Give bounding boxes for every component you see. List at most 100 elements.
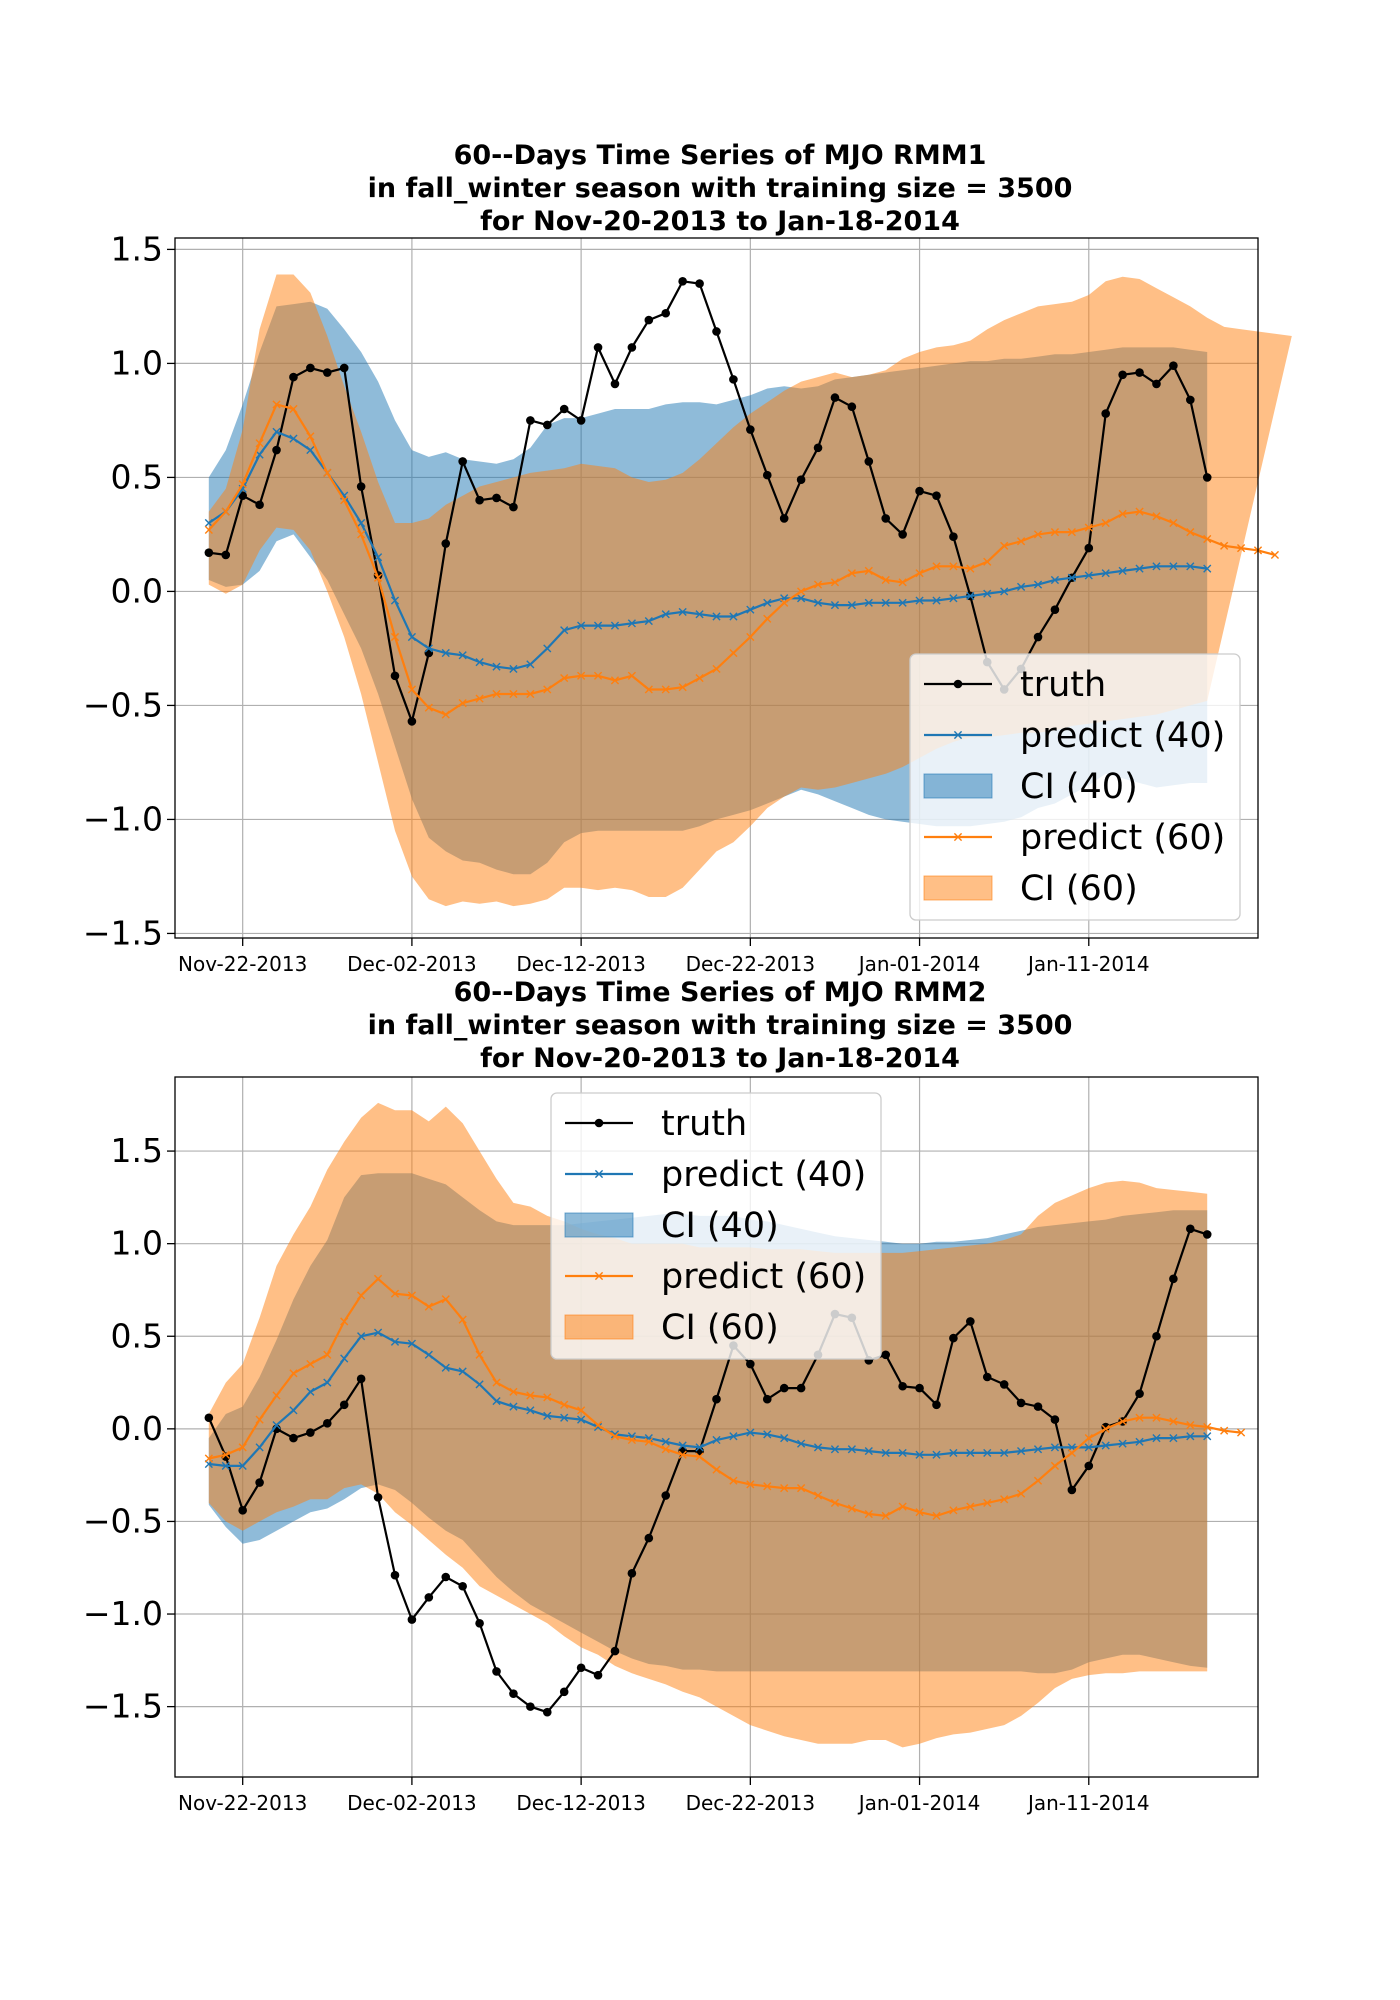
rmm2-predict40-line-point xyxy=(881,1448,890,1458)
rmm2-predict60-line-point xyxy=(526,1391,535,1400)
rmm1-truth-line-point xyxy=(441,539,451,548)
rmm2-predict60-line-point xyxy=(357,1291,366,1300)
rmm1-truth-line-point xyxy=(306,363,315,373)
rmm1-predict60-line-point xyxy=(1270,550,1280,560)
rmm2-predict40-line-point xyxy=(746,1428,755,1437)
rmm1-predict60-line-point xyxy=(424,703,433,712)
rmm2-predict40-line-point xyxy=(526,1406,535,1415)
rmm1-predict60-line-point xyxy=(729,648,738,658)
rmm1-predict40-line-point xyxy=(458,651,467,660)
rmm1-predict60-line-point xyxy=(289,404,298,414)
rmm2-truth-line-point xyxy=(610,1646,620,1656)
rmm1-predict40-line-point xyxy=(881,598,890,607)
rmm1-truth-line-point xyxy=(830,393,840,402)
rmm2-predict60-line-point xyxy=(644,1437,653,1446)
rmm1-predict60-line-point xyxy=(1084,523,1093,532)
rmm1-predict40-line-point xyxy=(424,644,433,653)
rmm1-y-tick-label: −0.5 xyxy=(83,685,163,724)
rmm2-truth-line-point xyxy=(1016,1398,1026,1408)
rmm2-predict60-line-point xyxy=(627,1435,636,1445)
rmm1-predict60-line-point xyxy=(475,694,484,703)
rmm2-predict60-line-point xyxy=(1118,1417,1127,1426)
rmm1-truth-line-point xyxy=(661,308,671,318)
rmm1-predict40-line-point xyxy=(390,596,400,605)
rmm2-axes-frame xyxy=(174,1076,1259,1778)
rmm2-truth-line-point xyxy=(796,1383,806,1393)
rmm2-legend-label: truth xyxy=(661,1104,747,1144)
rmm2-truth-line-point xyxy=(593,1670,603,1680)
rmm1-predict60-line-point xyxy=(678,683,687,692)
rmm2-x-tick-label: Nov-22-2013 xyxy=(178,1791,307,1815)
rmm2-predict60-line-point xyxy=(830,1498,840,1508)
rmm2-truth-line-point xyxy=(779,1383,789,1393)
rmm1-predict60-line-point xyxy=(695,673,704,683)
rmm1-truth-line-point xyxy=(1033,632,1043,642)
rmm2-predict40-line-point xyxy=(306,1387,315,1396)
rmm1-truth-line-point xyxy=(695,279,704,288)
rmm2-predict40-line-point xyxy=(915,1450,924,1459)
rmm1-truth-line-point xyxy=(576,416,586,425)
rmm1-predict60-line-point xyxy=(1118,509,1127,518)
rmm1-truth-line-point xyxy=(932,491,941,500)
rmm1-predict60-line-point xyxy=(763,614,772,623)
rmm1-predict40-line-point xyxy=(509,664,518,674)
rmm1-predict60-line-point xyxy=(373,573,383,582)
rmm2-title-line-2: in fall_winter season with training size… xyxy=(368,1010,1073,1041)
rmm2-predict40-line-point xyxy=(983,1448,992,1458)
rmm2-predict60-line-point xyxy=(560,1400,569,1409)
rmm1-truth-line-point xyxy=(492,493,501,503)
rmm1-truth-line-point xyxy=(1118,370,1127,380)
rmm1-truth-line-point xyxy=(407,717,417,726)
rmm1-predict40-line-point xyxy=(1016,582,1026,591)
rmm1-predict60-line-point xyxy=(238,480,247,489)
rmm1-predict40-line-point xyxy=(661,610,670,619)
rmm1-truth-line-point xyxy=(1084,543,1094,553)
rmm2-predict60-line-point xyxy=(813,1491,823,1500)
rmm1-predict40-line-point xyxy=(526,660,535,669)
rmm2-predict60-line-point xyxy=(492,1378,501,1387)
rmm1-predict60-line-point xyxy=(932,562,941,571)
rmm1-truth-line-point xyxy=(779,514,789,523)
rmm1-predict60-line-point xyxy=(813,580,823,589)
rmm2-y-tick-label: −1.0 xyxy=(83,1594,163,1633)
rmm2-truth-line-point xyxy=(339,1400,349,1410)
rmm1-legend-marker xyxy=(953,730,963,740)
rmm2-x-tick-label: Dec-22-2013 xyxy=(686,1791,815,1815)
rmm1-predict60-line-point xyxy=(577,671,586,680)
rmm1-title-line-2: in fall_winter season with training size… xyxy=(368,173,1073,204)
rmm2-title-line-1: 60--Days Time Series of MJO RMM2 xyxy=(454,977,987,1008)
rmm2-predict40-line-point xyxy=(1016,1446,1026,1456)
rmm2-truth-line-point xyxy=(509,1689,518,1698)
rmm1-legend-marker xyxy=(953,679,963,689)
rmm2-truth-line-point xyxy=(982,1372,992,1382)
rmm2-truth-line-point xyxy=(576,1663,586,1673)
rmm2-truth-line-point xyxy=(373,1493,383,1502)
rmm2-predict60-line-point xyxy=(458,1315,467,1324)
rmm1-predict40-line-point xyxy=(1033,580,1043,589)
rmm2-legend-label: CI (40) xyxy=(661,1206,779,1246)
rmm1-truth-line-point xyxy=(1152,379,1161,389)
rmm2-predict60-line-point xyxy=(915,1508,924,1517)
rmm2-predict60-line-point xyxy=(695,1452,704,1461)
rmm1-predict60-line-point xyxy=(661,685,670,694)
rmm2-predict40-line xyxy=(208,1331,1208,1468)
rmm1-predict40-line-point xyxy=(712,612,721,621)
rmm1-predict40-line-point xyxy=(983,589,992,598)
rmm2-predict40-line-point xyxy=(407,1339,417,1348)
rmm2-predict40-line-point xyxy=(357,1332,366,1341)
rmm1-predict40-line-point xyxy=(678,607,687,617)
rmm1-predict40-line-point xyxy=(1186,562,1195,571)
rmm2-predict40-line-point xyxy=(763,1430,772,1439)
rmm2-truth-line-point xyxy=(644,1533,654,1543)
rmm1-predict60-line-point xyxy=(915,569,924,578)
rmm1-truth-line-point xyxy=(898,530,907,539)
rmm2-predict60-line-point xyxy=(543,1393,552,1402)
rmm1-predict60-line-point xyxy=(221,507,230,516)
rmm2-predict40-line-point xyxy=(1050,1443,1060,1452)
rmm2-truth-line-point xyxy=(627,1568,637,1578)
rmm2-legend-marker xyxy=(594,1169,604,1179)
rmm1-predict60-line-point xyxy=(1135,507,1144,516)
rmm1-predict40-line-point xyxy=(1050,575,1060,585)
rmm2-predict60-line-point xyxy=(289,1369,298,1378)
rmm1-predict40-line-point xyxy=(1203,564,1212,573)
